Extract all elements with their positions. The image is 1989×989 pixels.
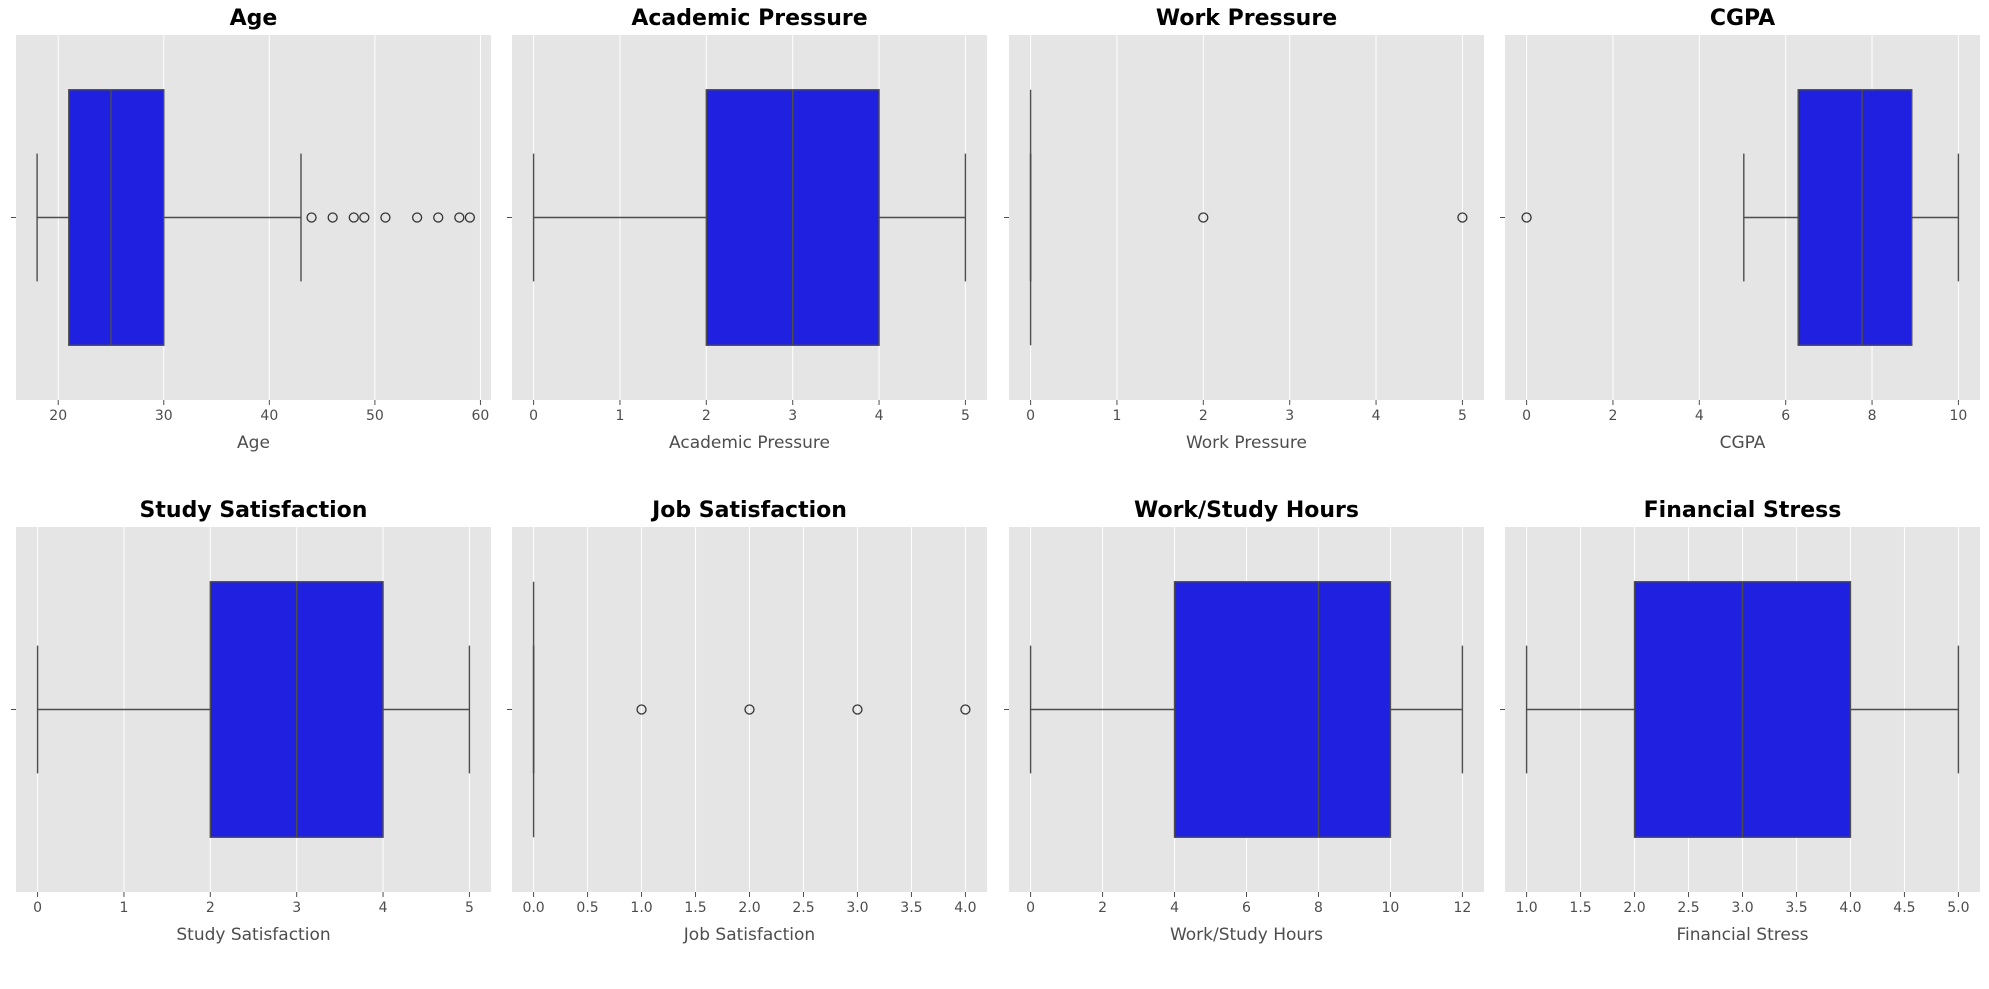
x-tick-label: 3.0 — [1731, 900, 1753, 916]
outlier-point — [852, 704, 863, 715]
x-tick-label: 5 — [1458, 408, 1467, 424]
x-tick-label: 3 — [292, 900, 301, 916]
x-tick-label: 4 — [1695, 408, 1704, 424]
x-tick-label: 5 — [961, 408, 970, 424]
x-tick-label: 2.0 — [1623, 900, 1645, 916]
x-tick-label: 60 — [472, 408, 490, 424]
x-tick-label: 4.0 — [954, 900, 976, 916]
subplot-4: 0 2 4 6 8 10 CGPA CGPA — [1500, 6, 1980, 453]
x-tick-label: 20 — [49, 408, 67, 424]
x-tick-label: 5 — [465, 900, 474, 916]
subplot-title: Financial Stress — [1644, 498, 1842, 523]
subplot-7: 0 2 4 6 8 10 12 Work/Study Hours Work/Study Hour… — [1004, 498, 1484, 945]
x-tick-label: 2 — [702, 408, 711, 424]
x-tick-label: 3.5 — [1785, 900, 1807, 916]
outlier-point — [636, 704, 647, 715]
x-tick-label: 4 — [379, 900, 388, 916]
x-tick-label: 2 — [1608, 408, 1617, 424]
x-axis-label: Age — [237, 433, 270, 453]
subplot-6: 0.0 0.5 1.0 1.5 2.0 2.5 3.0 3.5 4.0 Job Satisfact… — [507, 498, 987, 945]
outlier-point — [464, 212, 476, 223]
x-tick-label: 1.5 — [684, 900, 706, 916]
x-tick-label: 0 — [1026, 408, 1035, 424]
subplot-5: 0 1 2 3 4 5 Study Satisfaction Study Satisfacti… — [11, 498, 491, 945]
x-tick-label: 0 — [33, 900, 42, 916]
outlier-point — [454, 212, 465, 223]
outlier-point — [306, 212, 317, 223]
x-tick-label: 2.5 — [1677, 900, 1699, 916]
x-tick-label: 2 — [1199, 408, 1208, 424]
subplot-1: 20 30 40 50 60 Age Age — [11, 6, 491, 453]
x-tick-label: 6 — [1242, 900, 1251, 916]
outlier-point — [359, 212, 370, 223]
x-tick-label: 4 — [1372, 408, 1381, 424]
subplot-title: Age — [230, 6, 278, 31]
iqr-box — [68, 89, 165, 346]
outlier-point — [1521, 212, 1532, 223]
x-tick-label: 10 — [1382, 900, 1400, 916]
x-tick-label: 4.5 — [1893, 900, 1915, 916]
x-axis-label: Financial Stress — [1676, 925, 1808, 945]
x-tick-label: 2 — [1098, 900, 1107, 916]
x-tick-label: 1 — [1112, 408, 1121, 424]
x-tick-label: 10 — [1949, 408, 1967, 424]
x-tick-label: 0.5 — [576, 900, 598, 916]
x-axis-label: Work/Study Hours — [1170, 925, 1323, 945]
x-tick-label: 30 — [155, 408, 173, 424]
outlier-point — [348, 212, 359, 223]
x-tick-label: 4 — [875, 408, 884, 424]
subplot-title: Work Pressure — [1156, 6, 1337, 31]
x-tick-label: 8 — [1868, 408, 1877, 424]
x-tick-label: 1.0 — [1515, 900, 1537, 916]
x-axis-label: Academic Pressure — [669, 433, 830, 453]
x-tick-label: 2 — [206, 900, 215, 916]
subplot-title: CGPA — [1710, 6, 1775, 31]
iqr-box — [1797, 89, 1913, 346]
x-tick-label: 3.0 — [846, 900, 868, 916]
x-tick-label: 5.0 — [1947, 900, 1969, 916]
iqr-box — [1173, 581, 1392, 838]
outlier-point — [1198, 212, 1209, 223]
outlier-point — [411, 212, 423, 223]
subplot-8: 1.0 1.5 2.0 2.5 3.0 3.5 4.0 4.5 5.0 Financial Str… — [1500, 498, 1980, 945]
outlier-point — [380, 212, 391, 223]
subplot-title: Academic Pressure — [631, 6, 867, 31]
x-axis-label: Work Pressure — [1186, 433, 1307, 453]
outlier-point — [327, 212, 338, 223]
subplot-title: Work/Study Hours — [1134, 498, 1359, 523]
x-tick-label: 0 — [1522, 408, 1531, 424]
x-tick-label: 3.5 — [900, 900, 922, 916]
x-tick-label: 0.0 — [522, 900, 544, 916]
x-axis-label: CGPA — [1720, 433, 1766, 453]
x-tick-label: 4.0 — [1839, 900, 1861, 916]
x-tick-label: 12 — [1453, 900, 1471, 916]
x-tick-label: 1 — [615, 408, 624, 424]
outlier-point — [960, 704, 971, 715]
x-tick-label: 40 — [260, 408, 278, 424]
x-tick-label: 4 — [1170, 900, 1179, 916]
x-tick-label: 0 — [1026, 900, 1035, 916]
subplot-title: Study Satisfaction — [140, 498, 368, 523]
outlier-point — [1457, 212, 1468, 223]
x-tick-label: 3 — [1285, 408, 1294, 424]
outlier-point — [433, 212, 444, 223]
subplot-title: Job Satisfaction — [650, 498, 847, 523]
outlier-point — [744, 704, 755, 715]
x-tick-label: 1 — [119, 900, 128, 916]
x-tick-label: 8 — [1314, 900, 1323, 916]
subplot-3: 0 1 2 3 4 5 Work Pressure Work Pressure — [1004, 6, 1484, 453]
x-tick-label: 3 — [788, 408, 797, 424]
x-axis-label: Study Satisfaction — [176, 925, 330, 945]
subplot-2: 0 1 2 3 4 5 Academic Pressure Academic Pressure — [507, 6, 987, 453]
x-tick-label: 50 — [366, 408, 384, 424]
plot-area — [1009, 35, 1484, 400]
x-tick-label: 0 — [529, 408, 538, 424]
x-tick-label: 2.0 — [738, 900, 760, 916]
x-axis-label: Job Satisfaction — [683, 925, 815, 945]
x-tick-label: 1.5 — [1569, 900, 1591, 916]
x-tick-label: 1.0 — [630, 900, 652, 916]
x-tick-label: 2.5 — [792, 900, 814, 916]
x-tick-label: 6 — [1781, 408, 1790, 424]
